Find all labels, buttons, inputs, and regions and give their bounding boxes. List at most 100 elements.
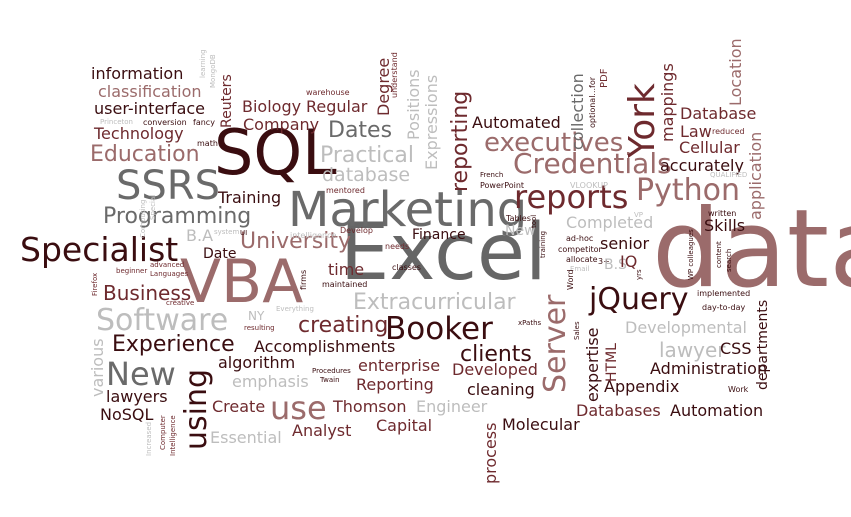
word-princeton: Princeton xyxy=(100,118,133,126)
word-business: Business xyxy=(103,281,192,305)
word-nosql: NoSQL xyxy=(100,405,154,424)
word-new: New xyxy=(106,355,176,393)
word-training: Training xyxy=(218,188,282,207)
word-databases: Databases xyxy=(576,401,661,420)
word-experience: Experience xyxy=(112,332,235,357)
word-company: Company xyxy=(243,115,320,134)
word-fancy: fancy xyxy=(193,118,215,127)
word-accurately: accurately xyxy=(660,156,744,175)
word-jquery: jQuery xyxy=(589,282,689,317)
word-skills: Skills xyxy=(704,216,746,235)
word-search: search xyxy=(725,248,733,272)
word-developmental: Developmental xyxy=(625,318,747,337)
word-law: Law xyxy=(680,122,712,141)
word-automated: Automated xyxy=(472,113,561,132)
word-developed: Developed xyxy=(452,360,538,379)
word-french: French xyxy=(480,171,504,179)
word-algorithm: algorithm xyxy=(218,353,296,372)
word-python: Python xyxy=(636,173,740,208)
word-technology: Technology xyxy=(94,124,184,143)
word-using: using xyxy=(179,368,214,450)
word-reuters: Reuters xyxy=(219,74,235,128)
word-reporting: Reporting xyxy=(356,375,434,394)
word-tool: tool xyxy=(530,214,538,228)
word-automation: Automation xyxy=(670,401,764,420)
word-xpaths: xPaths xyxy=(518,319,542,327)
word-optional: optional...for xyxy=(588,76,597,128)
word-process: process xyxy=(481,422,500,484)
word-classes: classes xyxy=(392,263,421,272)
word-creating: creating xyxy=(298,313,389,338)
word-engineer: Engineer xyxy=(416,397,488,416)
word-procedures: Procedures xyxy=(312,367,351,375)
word-regular: Regular xyxy=(306,97,368,116)
word-qualified: QUALIFIED xyxy=(710,171,748,179)
word-computing: Computing xyxy=(139,199,147,238)
word-email: Email xyxy=(570,265,590,273)
word-appendix: Appendix xyxy=(604,377,680,396)
word-three-plus: 3+ xyxy=(598,257,610,266)
word-resulting: resulting xyxy=(244,324,275,332)
word-executives: executives xyxy=(484,128,624,158)
word-math: math xyxy=(197,139,218,148)
word-various: various xyxy=(88,338,107,397)
word-mongodb: MongoDB xyxy=(209,54,217,88)
word-content: content xyxy=(715,241,723,268)
word-use: use xyxy=(270,389,327,427)
word-administration: Administration xyxy=(650,359,768,378)
word-ad-hoc: ad-hoc xyxy=(566,234,594,243)
word-needs: needs xyxy=(385,242,410,251)
word-create: Create xyxy=(212,397,266,416)
word-bs: B.S xyxy=(604,257,627,273)
word-biology: Biology xyxy=(242,97,302,116)
word-css: CSS xyxy=(720,339,752,358)
word-training-small: training xyxy=(539,230,547,258)
word-work: Work xyxy=(728,385,749,394)
word-extracurricular: Extracurricular xyxy=(353,290,516,315)
word-user-interface: user-interface xyxy=(94,99,206,118)
word-languages: Languages xyxy=(150,270,189,278)
word-database-lower: database xyxy=(322,164,411,186)
word-increased: Increased xyxy=(145,421,153,456)
word-yrs: yrs xyxy=(635,269,643,280)
word-thomson: Thomson xyxy=(333,397,407,416)
word-allocate: allocate xyxy=(566,255,598,264)
word-marketing: Marketing xyxy=(288,182,528,238)
word-iq: IQ xyxy=(620,252,638,271)
word-application: application xyxy=(746,131,765,220)
word-capital: Capital xyxy=(376,416,433,435)
word-information: information xyxy=(91,64,184,83)
word-intelligence: intelligence xyxy=(290,231,337,240)
word-computer: Computer xyxy=(159,415,167,450)
word-vp: VP xyxy=(634,211,644,219)
word-vlookup: VLOOKUP xyxy=(570,181,608,190)
word-html: HTML xyxy=(604,343,620,382)
word-enterprise: enterprise xyxy=(358,356,441,375)
word-university: University xyxy=(240,229,351,254)
word-intelligence2: Intelligence xyxy=(169,415,177,456)
word-specialist: Specialist xyxy=(20,230,179,269)
word-ui: UI xyxy=(240,229,248,237)
word-twain: Twain xyxy=(320,376,340,384)
word-conversion: conversion xyxy=(143,118,187,127)
word-advanced: advanced xyxy=(150,261,185,269)
word-special: Special xyxy=(149,194,157,220)
word-sql: SQL xyxy=(214,116,337,189)
word-clients: clients xyxy=(460,342,532,367)
word-ny: NY xyxy=(248,309,265,323)
word-cleaning: cleaning xyxy=(467,380,535,399)
word-everything: Everything xyxy=(276,305,314,313)
word-sales: Sales xyxy=(573,321,581,340)
word-senior: senior xyxy=(600,234,650,253)
word-accomplishments: Accomplishments xyxy=(254,337,396,356)
word-lawyer: lawyer xyxy=(659,338,726,362)
word-credentials: Credentials xyxy=(513,147,672,180)
word-ba: B.A xyxy=(186,226,214,245)
word-server: Server xyxy=(538,294,573,393)
word-date: Date xyxy=(203,246,237,262)
word-york: York xyxy=(622,83,663,158)
word-education: Education xyxy=(90,142,200,167)
word-booker: Booker xyxy=(385,311,493,347)
word-finance: Finance xyxy=(412,227,466,243)
